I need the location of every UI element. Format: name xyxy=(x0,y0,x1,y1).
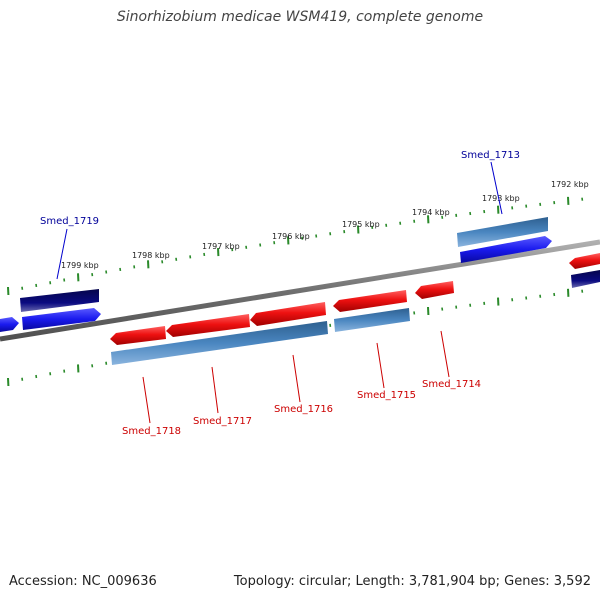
gene-label-smed-1716: Smed_1716 xyxy=(274,404,333,415)
gene-arrow[interactable] xyxy=(460,236,552,263)
gene-label-smed-1715: Smed_1715 xyxy=(357,390,416,401)
leader-smed-1714 xyxy=(440,330,450,378)
gene-arrow[interactable] xyxy=(22,308,101,330)
gene-arrow[interactable] xyxy=(569,253,600,269)
gene-label-smed-1713: Smed_1713 xyxy=(461,150,520,161)
tick-label-1797: 1797 kbp xyxy=(202,242,240,251)
gene-smed-1716[interactable] xyxy=(250,302,326,326)
gene-right-edge[interactable] xyxy=(569,253,600,288)
leader-smed-1715 xyxy=(376,342,385,389)
gene-block[interactable] xyxy=(457,217,548,247)
gene-reverse-long-block[interactable] xyxy=(111,321,328,365)
gene-labels: Smed_1713 Smed_1714 Smed_1715 Smed_1716 … xyxy=(40,150,520,437)
tick-label-1794: 1794 kbp xyxy=(412,208,450,217)
gene-smed-1719[interactable] xyxy=(0,289,101,332)
gene-smed-1713[interactable] xyxy=(457,217,552,263)
gene-label-smed-1718: Smed_1718 xyxy=(122,426,181,437)
gene-smed-1717[interactable] xyxy=(166,314,250,337)
gene-block[interactable] xyxy=(20,289,99,312)
tick-labels: 1792 kbp 1793 kbp 1794 kbp 1795 kbp 1796… xyxy=(61,180,589,270)
label-leaders xyxy=(56,161,503,424)
leader-smed-1713 xyxy=(490,161,503,215)
tick-label-1792: 1792 kbp xyxy=(551,180,589,189)
map-title: Sinorhizobium medicae WSM419, complete g… xyxy=(116,9,484,25)
outer-tick-track xyxy=(7,196,584,296)
gene-block[interactable] xyxy=(571,270,600,288)
gene-block[interactable] xyxy=(334,308,410,332)
genome-backbone xyxy=(0,239,600,342)
genome-summary-text: Topology: circular; Length: 3,781,904 bp… xyxy=(233,574,591,589)
leader-smed-1718 xyxy=(142,376,151,424)
accession-text: Accession: NC_009636 xyxy=(9,574,157,589)
leader-smed-1716 xyxy=(292,354,301,403)
gene-smed-1714[interactable] xyxy=(415,281,454,299)
tick-label-1798: 1798 kbp xyxy=(132,251,170,260)
leader-smed-1717 xyxy=(211,366,219,414)
tick-label-1796: 1796 kbp xyxy=(272,232,310,241)
gene-arrow-fragment[interactable] xyxy=(0,317,19,332)
leader-smed-1719 xyxy=(56,228,68,280)
gene-smed-1715[interactable] xyxy=(333,290,410,332)
tick-label-1793: 1793 kbp xyxy=(482,194,520,203)
gene-label-smed-1714: Smed_1714 xyxy=(422,379,481,390)
tick-label-1795: 1795 kbp xyxy=(342,220,380,229)
gene-smed-1718[interactable] xyxy=(110,326,166,345)
gene-label-smed-1719: Smed_1719 xyxy=(40,216,99,227)
gene-label-smed-1717: Smed_1717 xyxy=(193,416,252,427)
gene-arrow[interactable] xyxy=(333,290,407,312)
tick-label-1799: 1799 kbp xyxy=(61,261,99,270)
